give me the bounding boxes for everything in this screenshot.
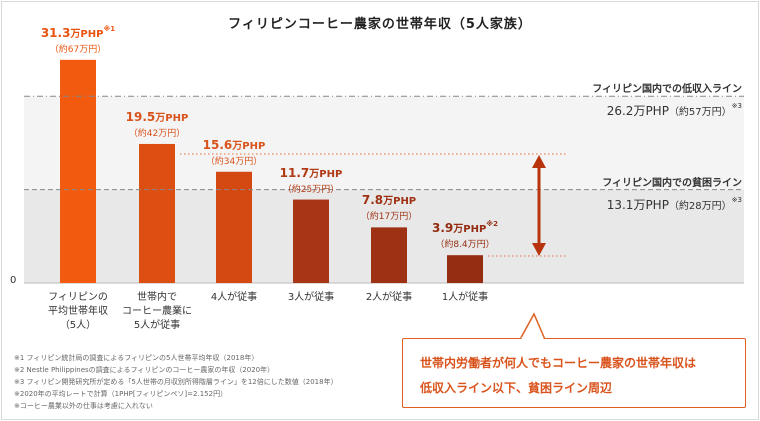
x-tick-label: フィリピンの 平均世帯年収 （5人） <box>48 292 108 331</box>
footnote: ※コーヒー農業以外の仕事は考慮に入れない <box>14 402 153 410</box>
bar-value-label: 19.5万PHP <box>125 109 189 124</box>
bar <box>447 255 483 283</box>
poverty-line-label: フィリピン国内での貧困ライン <box>602 177 742 189</box>
bar-jpy-label: （約42万円） <box>128 128 186 139</box>
callout-line1: 世帯内労働者が何人でもコーヒー農家の世帯年収は <box>420 356 697 370</box>
low-income-line-label: フィリピン国内での低収入ライン <box>592 84 742 96</box>
footnote: ※3 フィリピン開発研究所が定める「5人世帯の月収別所得階層ライン」を12倍にし… <box>14 378 338 386</box>
bar-value-label: 15.6万PHP <box>202 137 266 152</box>
bar-value-label: 3.9万PHP※2 <box>432 220 498 236</box>
x-tick-label: 4人が従事 <box>210 292 258 303</box>
range-arrow-head-down <box>532 243 546 256</box>
callout-box: 世帯内労働者が何人でもコーヒー農家の世帯年収は 低収入ライン以下、貧困ライン周辺 <box>402 338 746 408</box>
bar <box>139 143 175 283</box>
x-tick-label: 3人が従事 <box>287 292 335 303</box>
low-income-line-value: 26.2万PHP（約57万円）※3 <box>606 102 742 119</box>
bar-jpy-label: （約8.4万円） <box>435 240 495 251</box>
x-tick-label: 世帯内で コーヒー農業に 5人が従事 <box>122 292 192 331</box>
footnote: ※2020年の平均レートで計算（1PHP[フィリピンペソ]=2.152円） <box>14 390 228 398</box>
bar-jpy-label: （約34万円） <box>205 156 263 167</box>
range-arrow-head-up <box>532 155 546 168</box>
bar-jpy-label: （約67万円） <box>49 44 107 55</box>
callout-pointer <box>519 312 546 340</box>
bar-value-label: 31.3万PHP※1 <box>40 24 116 40</box>
footnote: ※2 Nestle Philippinesの調査によるフィリピンのコーヒー農家の… <box>14 366 275 374</box>
bar <box>371 227 407 283</box>
chart-title: フィリピンコーヒー農家の世帯年収（5人家族） <box>228 17 532 32</box>
bar-chart <box>24 59 744 284</box>
callout-pointer-cover <box>521 337 544 341</box>
y-zero-label: 0 <box>10 275 17 286</box>
footnote: ※1 フィリピン統計局の調査によるフィリピンの5人世帯平均年収（2018年） <box>14 354 259 362</box>
poverty-line-value: 13.1万PHP（約28万円）※3 <box>606 195 742 212</box>
x-tick-label: 2人が従事 <box>365 292 413 303</box>
callout-line2: 低収入ライン以下、貧困ライン周辺 <box>420 381 613 395</box>
bar-value-label: 11.7万PHP <box>279 165 343 180</box>
bar-jpy-label: （約25万円） <box>282 184 340 195</box>
bar <box>216 171 252 283</box>
bar <box>293 199 329 283</box>
bar-value-label: 7.8万PHP <box>361 193 417 208</box>
x-tick-label: 1人が従事 <box>441 292 489 303</box>
bar <box>60 59 96 284</box>
bar-jpy-label: （約17万円） <box>360 212 418 223</box>
